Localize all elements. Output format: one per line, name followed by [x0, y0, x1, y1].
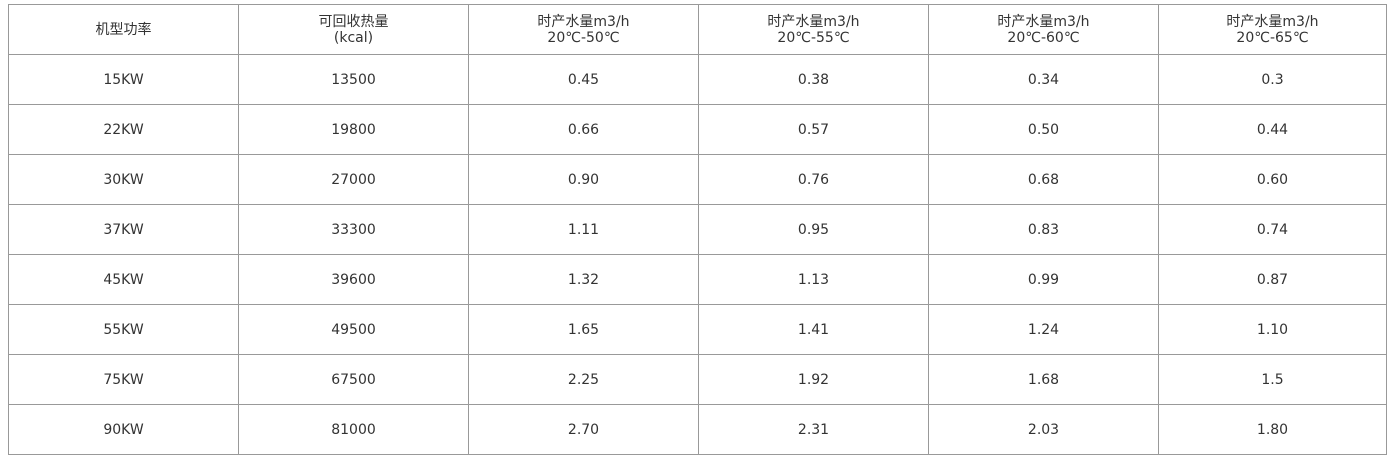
table-cell: 0.74 — [1158, 204, 1387, 255]
header-subtext: (kcal) — [333, 29, 374, 46]
table-cell: 13500 — [238, 54, 469, 105]
header-subtext: 20℃-60℃ — [1007, 29, 1080, 46]
header-row: 机型功率 可回收热量 (kcal) 时产水量m3/h 20℃-50℃ 时产水量m… — [8, 4, 1387, 55]
header-cell-recoverable-heat: 可回收热量 (kcal) — [238, 4, 469, 55]
header-cell-model-power: 机型功率 — [8, 4, 239, 55]
table-cell: 0.44 — [1158, 104, 1387, 155]
table-cell: 0.68 — [928, 154, 1159, 205]
table-cell: 1.68 — [928, 354, 1159, 405]
header-text: 时产水量m3/h — [767, 13, 860, 30]
header-text: 时产水量m3/h — [997, 13, 1090, 30]
table-body: 15KW 13500 0.45 0.38 0.34 0.3 22KW 19800 0.66 0.5… — [8, 54, 1387, 455]
table-cell: 1.11 — [468, 204, 699, 255]
table-cell: 2.03 — [928, 404, 1159, 455]
table-cell: 19800 — [238, 104, 469, 155]
table-cell: 0.60 — [1158, 154, 1387, 205]
model-power-cell: 30KW — [8, 154, 239, 205]
header-text: 时产水量m3/h — [537, 13, 630, 30]
header-text: 可回收热量 — [318, 13, 389, 30]
table-cell: 1.10 — [1158, 304, 1387, 355]
table-cell: 0.34 — [928, 54, 1159, 105]
header-cell-output-50: 时产水量m3/h 20℃-50℃ — [468, 4, 699, 55]
table-cell: 0.76 — [698, 154, 929, 205]
table-cell: 1.92 — [698, 354, 929, 405]
table-row: 90KW 81000 2.70 2.31 2.03 1.80 — [8, 404, 1387, 455]
table-row: 45KW 39600 1.32 1.13 0.99 0.87 — [8, 254, 1387, 305]
table-cell: 33300 — [238, 204, 469, 255]
table-cell: 39600 — [238, 254, 469, 305]
model-power-cell: 75KW — [8, 354, 239, 405]
table-cell: 49500 — [238, 304, 469, 355]
table-cell: 0.57 — [698, 104, 929, 155]
header-cell-output-55: 时产水量m3/h 20℃-55℃ — [698, 4, 929, 55]
table-cell: 2.31 — [698, 404, 929, 455]
header-text: 时产水量m3/h — [1226, 13, 1319, 30]
table-row: 30KW 27000 0.90 0.76 0.68 0.60 — [8, 154, 1387, 205]
table-cell: 1.32 — [468, 254, 699, 305]
table-cell: 2.70 — [468, 404, 699, 455]
header-subtext: 20℃-65℃ — [1236, 29, 1309, 46]
table-cell: 0.45 — [468, 54, 699, 105]
table-cell: 0.50 — [928, 104, 1159, 155]
model-power-cell: 15KW — [8, 54, 239, 105]
model-power-cell: 55KW — [8, 304, 239, 355]
table-row: 15KW 13500 0.45 0.38 0.34 0.3 — [8, 54, 1387, 105]
table-cell: 67500 — [238, 354, 469, 405]
header-subtext: 20℃-50℃ — [547, 29, 620, 46]
table-cell: 1.5 — [1158, 354, 1387, 405]
table-cell: 2.25 — [468, 354, 699, 405]
table-cell: 0.38 — [698, 54, 929, 105]
table-cell: 1.13 — [698, 254, 929, 305]
table-cell: 1.65 — [468, 304, 699, 355]
table-row: 37KW 33300 1.11 0.95 0.83 0.74 — [8, 204, 1387, 255]
table-cell: 0.95 — [698, 204, 929, 255]
header-text: 机型功率 — [95, 21, 152, 38]
model-power-cell: 37KW — [8, 204, 239, 255]
table-cell: 27000 — [238, 154, 469, 205]
water-output-table: 机型功率 可回收热量 (kcal) 时产水量m3/h 20℃-50℃ 时产水量m… — [8, 4, 1387, 455]
table-cell: 0.87 — [1158, 254, 1387, 305]
model-power-cell: 90KW — [8, 404, 239, 455]
table-cell: 1.24 — [928, 304, 1159, 355]
table-cell: 1.80 — [1158, 404, 1387, 455]
table-cell: 1.41 — [698, 304, 929, 355]
table-row: 75KW 67500 2.25 1.92 1.68 1.5 — [8, 354, 1387, 405]
table-cell: 0.99 — [928, 254, 1159, 305]
header-cell-output-60: 时产水量m3/h 20℃-60℃ — [928, 4, 1159, 55]
table-cell: 0.3 — [1158, 54, 1387, 105]
table-row: 55KW 49500 1.65 1.41 1.24 1.10 — [8, 304, 1387, 355]
table-cell: 81000 — [238, 404, 469, 455]
table-cell: 0.83 — [928, 204, 1159, 255]
header-cell-output-65: 时产水量m3/h 20℃-65℃ — [1158, 4, 1387, 55]
model-power-cell: 22KW — [8, 104, 239, 155]
model-power-cell: 45KW — [8, 254, 239, 305]
header-subtext: 20℃-55℃ — [777, 29, 850, 46]
table-cell: 0.66 — [468, 104, 699, 155]
table-row: 22KW 19800 0.66 0.57 0.50 0.44 — [8, 104, 1387, 155]
table-cell: 0.90 — [468, 154, 699, 205]
